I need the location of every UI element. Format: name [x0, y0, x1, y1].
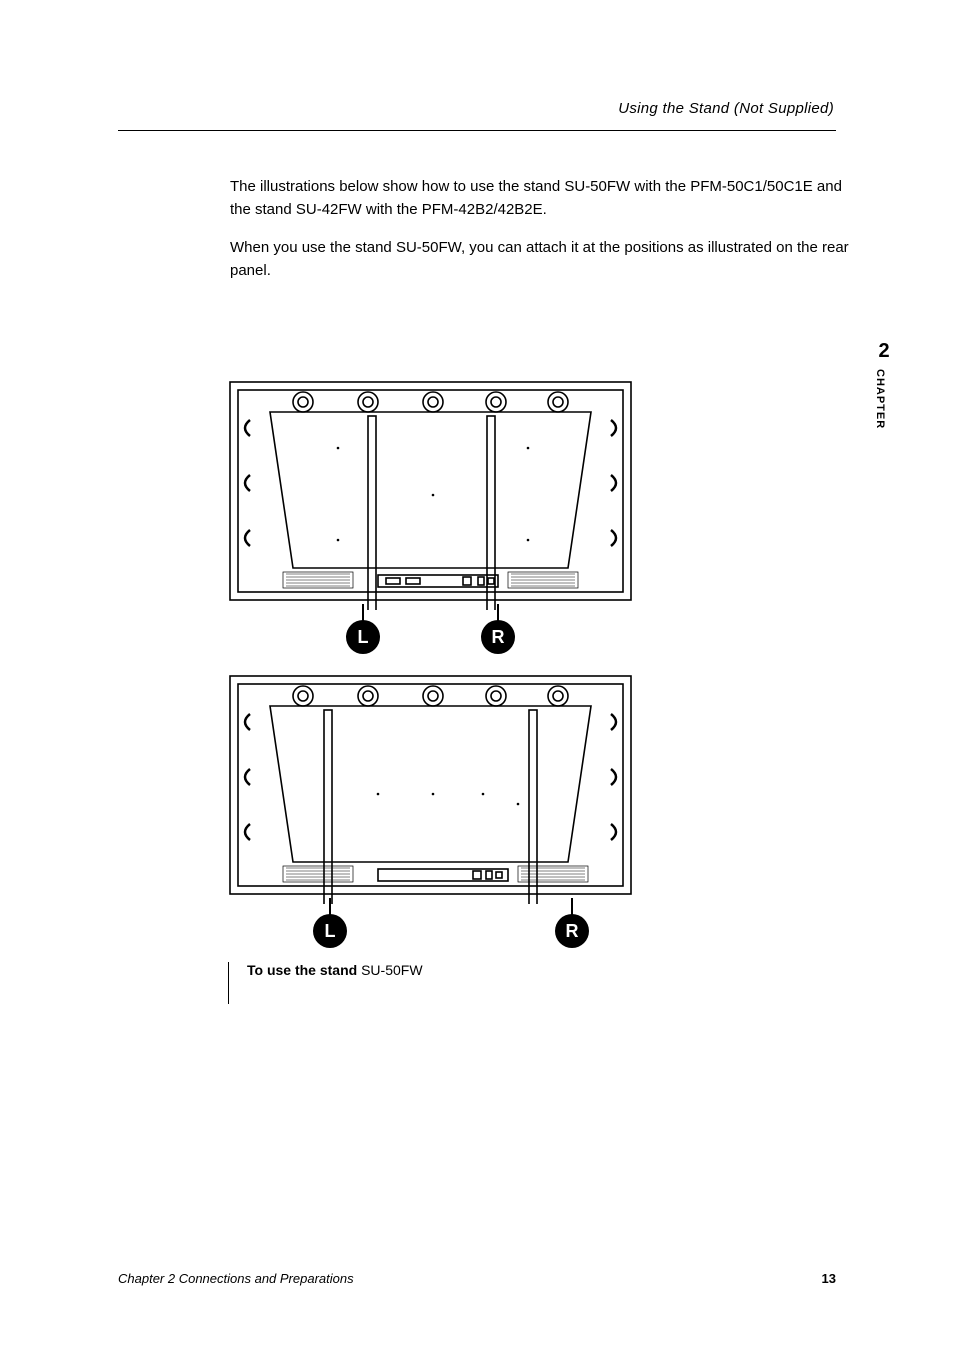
intro-paragraphs: The illustrations below show how to use …	[230, 175, 850, 296]
callout-label: L	[346, 620, 380, 654]
page-footer: Chapter 2 Connections and Preparations 1…	[118, 1271, 836, 1286]
callout-label: L	[313, 914, 347, 948]
callout-l-fig2: L	[305, 898, 355, 948]
page-header-right: Using the Stand (Not Supplied)	[618, 100, 834, 117]
footer-page-number: 13	[822, 1271, 836, 1286]
caption-bar	[228, 962, 229, 1004]
callout-r-fig1: R	[473, 604, 523, 654]
callout-label: R	[481, 620, 515, 654]
figure-caption: To use the stand SU-50FW	[228, 962, 423, 1004]
intro-p1: The illustrations below show how to use …	[230, 175, 850, 222]
intro-p2: When you use the stand SU-50FW, you can …	[230, 236, 850, 283]
caption-bold: To use the stand	[247, 962, 357, 978]
header-rule	[118, 130, 836, 131]
callout-r-fig2: R	[547, 898, 597, 948]
monitor-rear-diagram-1	[228, 380, 633, 610]
chapter-number: 2	[874, 340, 894, 363]
figure-1: L R	[228, 380, 633, 670]
caption-tail: SU-50FW	[357, 962, 422, 978]
callout-label: R	[555, 914, 589, 948]
callout-l-fig1: L	[338, 604, 388, 654]
chapter-tab: 2 CHAPTER	[874, 340, 894, 429]
footer-left: Chapter 2 Connections and Preparations	[118, 1271, 354, 1286]
chapter-label: CHAPTER	[874, 369, 886, 429]
figure-2: L R	[228, 674, 633, 964]
monitor-rear-diagram-2	[228, 674, 633, 904]
